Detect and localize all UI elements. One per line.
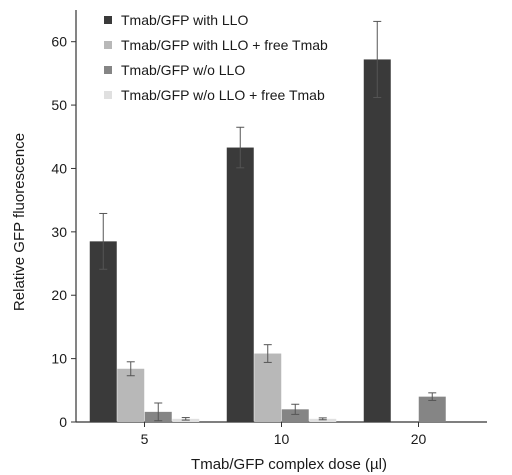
legend-swatch <box>104 16 112 24</box>
bar <box>226 147 254 422</box>
error-bar <box>154 402 163 422</box>
y-tick-label: 10 <box>51 351 67 367</box>
error-bar <box>126 361 135 377</box>
bars <box>89 59 446 422</box>
bar <box>117 368 145 422</box>
legend-swatch <box>104 91 112 99</box>
y-ticks: 0 10 20 30 40 50 60 <box>51 34 76 430</box>
legend-label: Tmab/GFP w/o LLO <box>121 62 245 78</box>
legend-swatch <box>104 66 112 74</box>
y-tick-label: 30 <box>51 224 67 240</box>
y-tick-label: 50 <box>51 97 67 113</box>
error-bar <box>318 417 327 421</box>
bar <box>254 353 282 422</box>
x-tick-label: 20 <box>411 431 427 447</box>
error-bars <box>99 20 437 422</box>
bar <box>309 418 337 422</box>
error-bar <box>263 344 272 363</box>
x-ticks: 5 10 20 <box>141 422 427 447</box>
legend-label: Tmab/GFP with LLO + free Tmab <box>121 37 328 53</box>
error-bar <box>428 392 437 401</box>
y-tick-label: 60 <box>51 34 67 50</box>
y-tick-label: 0 <box>59 414 67 430</box>
legend-label: Tmab/GFP w/o LLO + free Tmab <box>121 87 325 103</box>
bar <box>281 409 309 422</box>
x-tick-label: 5 <box>141 431 149 447</box>
y-tick-label: 20 <box>51 287 67 303</box>
legend: Tmab/GFP with LLO Tmab/GFP with LLO + fre… <box>104 12 328 103</box>
x-tick-label: 10 <box>274 431 290 447</box>
legend-swatch <box>104 41 112 49</box>
plot-area: 0 10 20 30 40 50 60 5 10 20 <box>51 10 487 447</box>
error-bar <box>291 403 300 415</box>
error-bar <box>181 417 190 421</box>
legend-label: Tmab/GFP with LLO <box>121 12 248 28</box>
y-axis-label: Relative GFP fluorescence <box>11 133 28 311</box>
error-bar <box>236 126 245 169</box>
x-axis-label: Tmab/GFP complex dose (µl) <box>191 456 387 473</box>
bar <box>363 59 391 422</box>
error-bar <box>99 212 108 270</box>
y-tick-label: 40 <box>51 160 67 176</box>
error-bar <box>373 20 382 98</box>
bar <box>89 241 117 422</box>
